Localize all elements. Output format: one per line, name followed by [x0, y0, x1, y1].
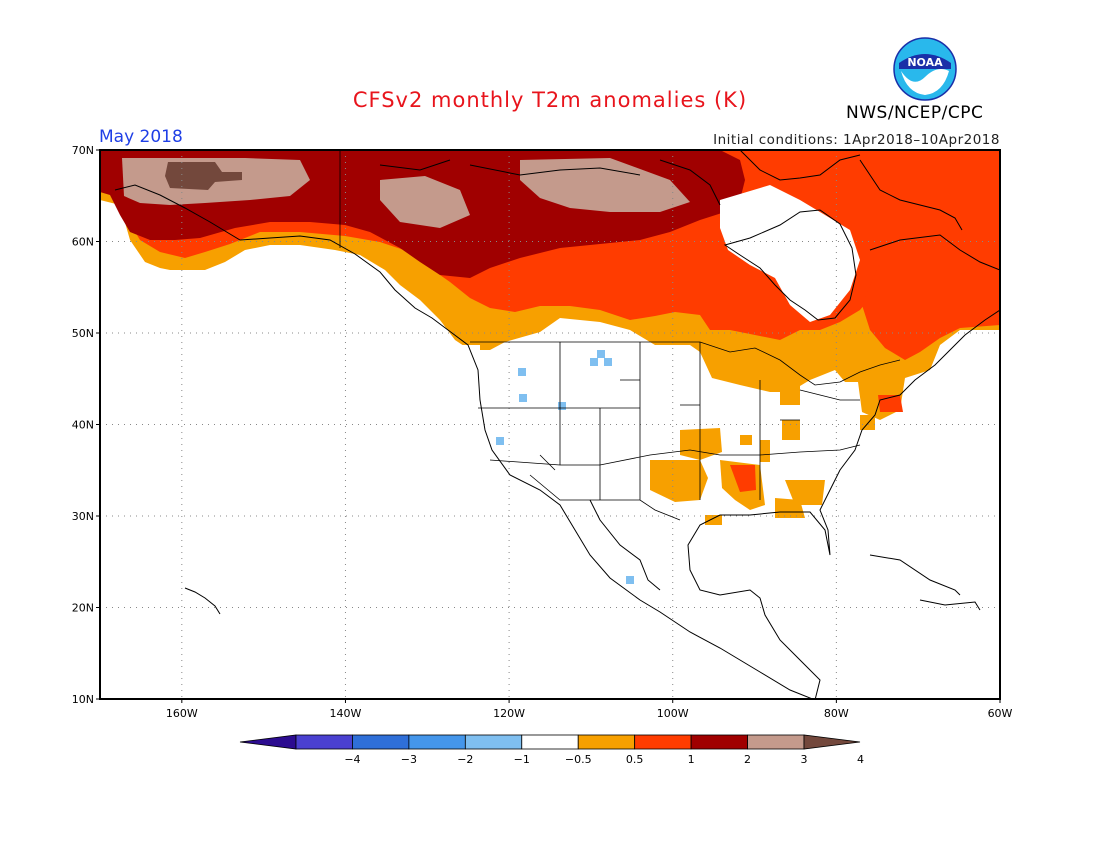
colorbar-segment	[690, 734, 748, 750]
map-axes: 70N 60N 50N 40N 30N 20N 10N 160W 140W 120W 100W 80W…	[72, 144, 1013, 720]
x-tick-label: 160W	[166, 707, 198, 720]
x-tick-label: 80W	[824, 707, 849, 720]
colorbar-label: −2	[457, 753, 473, 766]
colorbar-segment	[295, 734, 353, 750]
noaa-logo: NOAA	[893, 37, 957, 101]
colorbar-arrow-high	[803, 734, 861, 750]
map-field	[100, 150, 1000, 699]
map-borders	[339, 150, 901, 521]
valid-month-label: May 2018	[99, 127, 183, 147]
colorbar: −4 −3 −2 −1 −0.5 0.5 1 2 3 4	[239, 734, 864, 766]
y-tick-label: 40N	[72, 419, 94, 432]
x-tick-label: 140W	[330, 707, 362, 720]
colorbar-segment	[577, 734, 636, 750]
colorbar-segment	[634, 734, 692, 750]
colorbar-label: 2	[744, 753, 751, 766]
y-tick-label: 70N	[72, 144, 94, 157]
y-tick-label: 60N	[72, 236, 94, 249]
colorbar-label: −0.5	[565, 753, 592, 766]
colorbar-label: −3	[401, 753, 417, 766]
x-tick-label: 120W	[493, 707, 525, 720]
y-tick-label: 20N	[72, 602, 94, 615]
colorbar-segment	[352, 734, 410, 750]
map-coastlines	[114, 150, 1000, 699]
y-tick-label: 10N	[72, 693, 94, 706]
colorbar-label: −4	[344, 753, 360, 766]
colorbar-segment	[747, 734, 805, 750]
colorbar-segment	[408, 734, 466, 750]
colorbar-label: 3	[801, 753, 808, 766]
y-tick-label: 50N	[72, 327, 94, 340]
agency-label: NWS/NCEP/CPC	[846, 103, 984, 123]
colorbar-label: −1	[514, 753, 530, 766]
x-tick-label: 60W	[988, 707, 1013, 720]
x-tick-label: 100W	[657, 707, 689, 720]
colorbar-label: 1	[688, 753, 695, 766]
anomaly-shading	[100, 150, 1000, 699]
colorbar-label: 4	[857, 753, 864, 766]
colorbar-label: 0.5	[626, 753, 644, 766]
colorbar-segment	[521, 734, 579, 750]
map-gridlines	[100, 150, 1000, 699]
chart-title: CFSv2 monthly T2m anomalies (K)	[352, 88, 748, 112]
colorbar-segment	[464, 734, 523, 750]
noaa-logo-text: NOAA	[907, 56, 943, 69]
initial-conditions-label: Initial conditions: 1Apr2018–10Apr2018	[713, 132, 1000, 148]
colorbar-arrow-low	[239, 734, 297, 750]
y-tick-label: 30N	[72, 510, 94, 523]
